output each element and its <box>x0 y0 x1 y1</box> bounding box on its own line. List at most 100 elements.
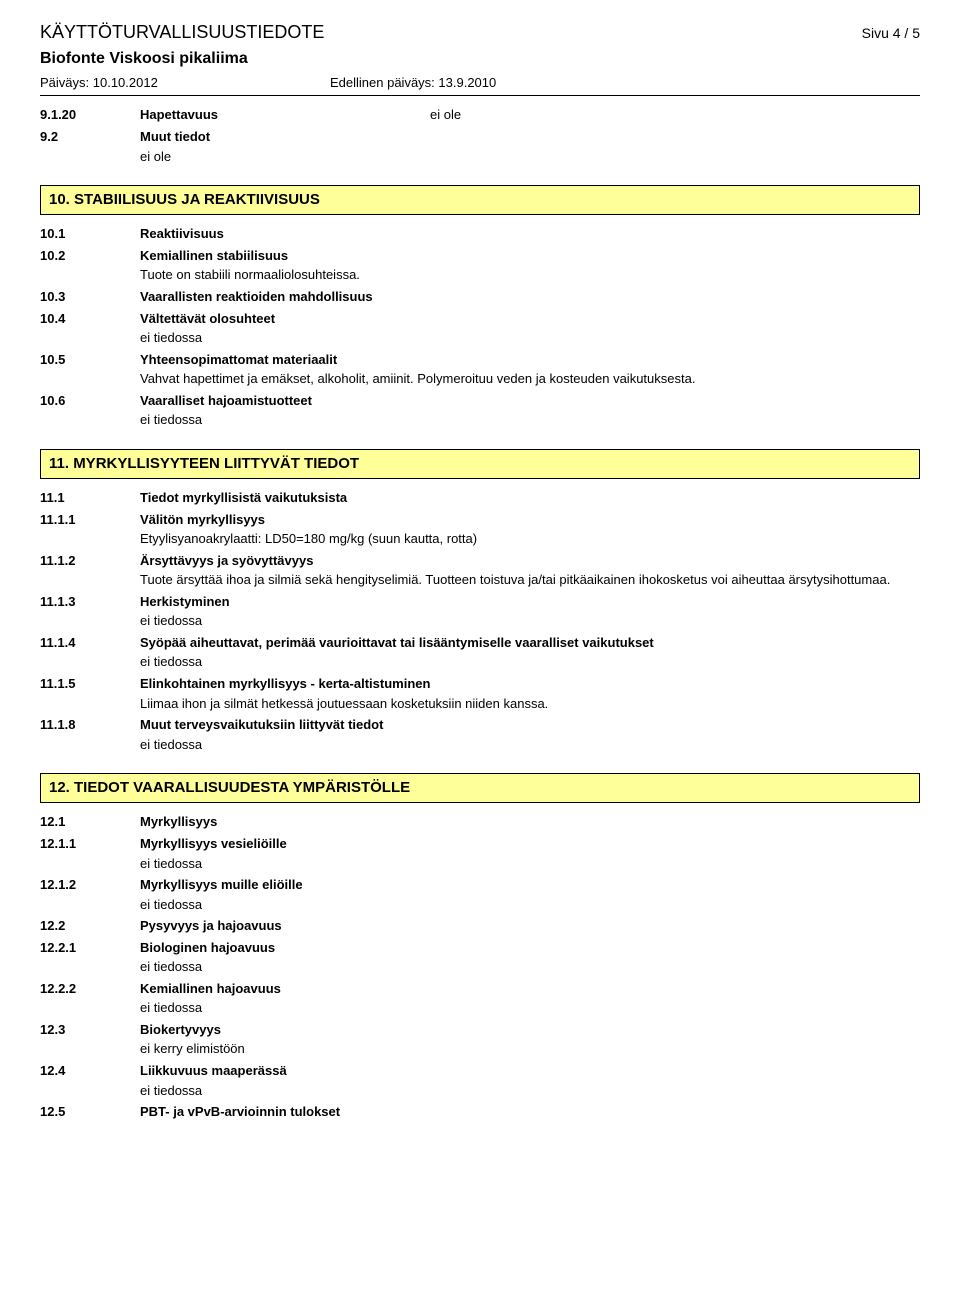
row-10-5: 10.5 Yhteensopimattomat materiaalit <box>40 351 920 369</box>
row-label: Myrkyllisyys muille eliöille <box>140 876 920 894</box>
row-11-1-1-body: Etyylisyanoakrylaatti: LD50=180 mg/kg (s… <box>140 530 920 548</box>
row-label: Muut terveysvaikutuksiin liittyvät tiedo… <box>140 716 920 734</box>
row-11-1-3-body: ei tiedossa <box>140 612 920 630</box>
row-9-2: 9.2 Muut tiedot <box>40 128 920 146</box>
row-label: PBT- ja vPvB-arvioinnin tulokset <box>140 1103 920 1121</box>
row-num: 12.5 <box>40 1103 140 1121</box>
row-11-1-5-body: Liimaa ihon ja silmät hetkessä joutuessa… <box>140 695 920 713</box>
date-current: Päiväys: 10.10.2012 <box>40 74 330 92</box>
date-previous: Edellinen päiväys: 13.9.2010 <box>330 74 496 92</box>
row-12-2: 12.2 Pysyvyys ja hajoavuus <box>40 917 920 935</box>
row-label: Muut tiedot <box>140 128 920 146</box>
row-label: Herkistyminen <box>140 593 920 611</box>
row-11-1-2: 11.1.2 Ärsyttävyys ja syövyttävyys <box>40 552 920 570</box>
row-num: 11.1.2 <box>40 552 140 570</box>
row-label: Elinkohtainen myrkyllisyys - kerta-altis… <box>140 675 920 693</box>
row-label: Kemiallinen stabiilisuus <box>140 247 920 265</box>
row-10-3: 10.3 Vaarallisten reaktioiden mahdollisu… <box>40 288 920 306</box>
row-10-4-body: ei tiedossa <box>140 329 920 347</box>
row-12-2-1-body: ei tiedossa <box>140 958 920 976</box>
row-label: Liikkuvuus maaperässä <box>140 1062 920 1080</box>
row-num: 12.1 <box>40 813 140 831</box>
section-11-header: 11. MYRKYLLISYYTEEN LIITTYVÄT TIEDOT <box>40 449 920 479</box>
row-num: 10.5 <box>40 351 140 369</box>
row-12-1-1: 12.1.1 Myrkyllisyys vesieliöille <box>40 835 920 853</box>
row-num: 9.2 <box>40 128 140 146</box>
section-10-header: 10. STABIILISUUS JA REAKTIIVISUUS <box>40 185 920 215</box>
row-10-6: 10.6 Vaaralliset hajoamistuotteet <box>40 392 920 410</box>
dates-row: Päiväys: 10.10.2012 Edellinen päiväys: 1… <box>40 74 920 92</box>
row-num: 12.1.2 <box>40 876 140 894</box>
header-divider <box>40 95 920 96</box>
row-10-4: 10.4 Vältettävät olosuhteet <box>40 310 920 328</box>
row-num: 10.4 <box>40 310 140 328</box>
row-10-1: 10.1 Reaktiivisuus <box>40 225 920 243</box>
row-num: 12.2 <box>40 917 140 935</box>
row-label: Yhteensopimattomat materiaalit <box>140 351 920 369</box>
row-num: 11.1.1 <box>40 511 140 529</box>
product-name: Biofonte Viskoosi pikaliima <box>40 48 920 70</box>
row-10-2: 10.2 Kemiallinen stabiilisuus <box>40 247 920 265</box>
row-num: 10.3 <box>40 288 140 306</box>
row-12-1-2-body: ei tiedossa <box>140 896 920 914</box>
row-label: Vaarallisten reaktioiden mahdollisuus <box>140 288 920 306</box>
row-num: 12.4 <box>40 1062 140 1080</box>
row-12-2-1: 12.2.1 Biologinen hajoavuus <box>40 939 920 957</box>
row-11-1-8: 11.1.8 Muut terveysvaikutuksiin liittyvä… <box>40 716 920 734</box>
row-label: Hapettavuus <box>140 106 430 124</box>
row-num: 11.1.8 <box>40 716 140 734</box>
row-12-1-1-body: ei tiedossa <box>140 855 920 873</box>
row-11-1: 11.1 Tiedot myrkyllisistä vaikutuksista <box>40 489 920 507</box>
row-9-2-body: ei ole <box>140 148 920 166</box>
row-12-3: 12.3 Biokertyvyys <box>40 1021 920 1039</box>
row-label: Biologinen hajoavuus <box>140 939 920 957</box>
page-number: Sivu 4 / 5 <box>862 24 920 43</box>
row-num: 12.3 <box>40 1021 140 1039</box>
header-row: KÄYTTÖTURVALLISUUSTIEDOTE Sivu 4 / 5 <box>40 20 920 44</box>
row-num: 10.2 <box>40 247 140 265</box>
document-title: KÄYTTÖTURVALLISUUSTIEDOTE <box>40 20 324 44</box>
row-label: Kemiallinen hajoavuus <box>140 980 920 998</box>
row-label: Syöpää aiheuttavat, perimää vaurioittava… <box>140 634 920 652</box>
row-11-1-8-body: ei tiedossa <box>140 736 920 754</box>
row-num: 12.1.1 <box>40 835 140 853</box>
row-label: Pysyvyys ja hajoavuus <box>140 917 920 935</box>
row-num: 11.1.5 <box>40 675 140 693</box>
row-value: ei ole <box>430 106 920 124</box>
section-12-header: 12. TIEDOT VAARALLISUUDESTA YMPÄRISTÖLLE <box>40 773 920 803</box>
row-num: 9.1.20 <box>40 106 140 124</box>
row-label: Vältettävät olosuhteet <box>140 310 920 328</box>
row-9-1-20: 9.1.20 Hapettavuus ei ole <box>40 106 920 124</box>
row-label: Vaaralliset hajoamistuotteet <box>140 392 920 410</box>
row-11-1-3: 11.1.3 Herkistyminen <box>40 593 920 611</box>
row-label: Myrkyllisyys <box>140 813 920 831</box>
row-11-1-5: 11.1.5 Elinkohtainen myrkyllisyys - kert… <box>40 675 920 693</box>
row-12-4-body: ei tiedossa <box>140 1082 920 1100</box>
row-num: 12.2.2 <box>40 980 140 998</box>
row-num: 11.1.3 <box>40 593 140 611</box>
row-10-6-body: ei tiedossa <box>140 411 920 429</box>
row-12-3-body: ei kerry elimistöön <box>140 1040 920 1058</box>
row-label: Tiedot myrkyllisistä vaikutuksista <box>140 489 920 507</box>
row-num: 10.6 <box>40 392 140 410</box>
row-label: Välitön myrkyllisyys <box>140 511 920 529</box>
row-11-1-4-body: ei tiedossa <box>140 653 920 671</box>
row-10-5-body: Vahvat hapettimet ja emäkset, alkoholit,… <box>140 370 920 388</box>
row-label: Myrkyllisyys vesieliöille <box>140 835 920 853</box>
row-11-1-2-body: Tuote ärsyttää ihoa ja silmiä sekä hengi… <box>140 571 920 589</box>
row-label: Biokertyvyys <box>140 1021 920 1039</box>
row-12-1: 12.1 Myrkyllisyys <box>40 813 920 831</box>
row-num: 12.2.1 <box>40 939 140 957</box>
row-11-1-1: 11.1.1 Välitön myrkyllisyys <box>40 511 920 529</box>
row-12-1-2: 12.1.2 Myrkyllisyys muille eliöille <box>40 876 920 894</box>
row-12-5: 12.5 PBT- ja vPvB-arvioinnin tulokset <box>40 1103 920 1121</box>
row-11-1-4: 11.1.4 Syöpää aiheuttavat, perimää vauri… <box>40 634 920 652</box>
row-12-2-2-body: ei tiedossa <box>140 999 920 1017</box>
row-12-4: 12.4 Liikkuvuus maaperässä <box>40 1062 920 1080</box>
row-num: 11.1.4 <box>40 634 140 652</box>
row-label: Ärsyttävyys ja syövyttävyys <box>140 552 920 570</box>
row-label: Reaktiivisuus <box>140 225 920 243</box>
row-10-2-body: Tuote on stabiili normaaliolosuhteissa. <box>140 266 920 284</box>
row-num: 10.1 <box>40 225 140 243</box>
row-num: 11.1 <box>40 489 140 507</box>
